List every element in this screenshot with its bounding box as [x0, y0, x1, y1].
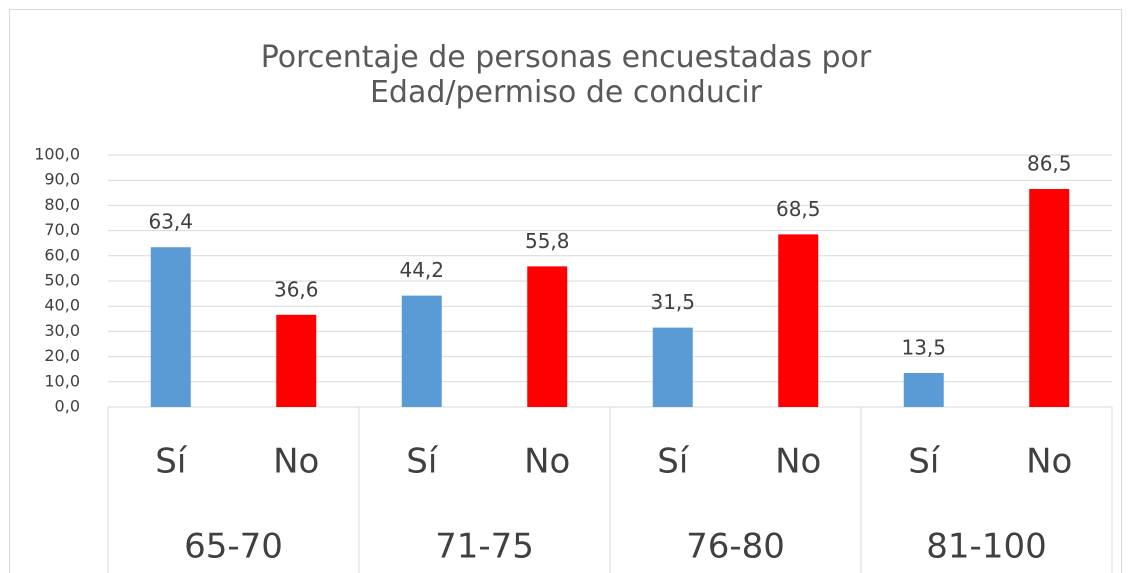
x-tick-label: No — [775, 442, 821, 482]
bar — [903, 372, 944, 407]
value-label: 55,8 — [525, 229, 570, 253]
bar — [150, 247, 191, 407]
value-label: 44,2 — [399, 258, 444, 282]
value-label: 68,5 — [776, 197, 821, 221]
x-tick-label: No — [273, 442, 319, 482]
y-tick-label: 60,0 — [44, 245, 80, 264]
x-tick-label: Sí — [155, 442, 188, 482]
y-tick-label: 20,0 — [44, 346, 80, 365]
bar — [401, 295, 442, 407]
value-label: 36,6 — [274, 277, 319, 301]
x-tick-label: No — [524, 442, 570, 482]
bar — [276, 314, 317, 407]
group-label: 71-75 — [435, 527, 534, 567]
value-label: 31,5 — [650, 290, 695, 314]
y-tick-label: 100,0 — [34, 145, 80, 164]
y-tick-label: 90,0 — [44, 170, 80, 189]
bar — [778, 234, 819, 407]
y-tick-label: 40,0 — [44, 296, 80, 315]
x-tick-label: Sí — [908, 442, 941, 482]
x-tick-label: Sí — [406, 442, 439, 482]
value-label: 63,4 — [148, 210, 193, 234]
y-tick-label: 0,0 — [55, 397, 80, 416]
y-tick-label: 70,0 — [44, 220, 80, 239]
group-label: 81-100 — [926, 527, 1046, 567]
value-label: 13,5 — [901, 335, 946, 359]
bar — [652, 327, 693, 407]
bar — [1029, 189, 1070, 407]
y-tick-label: 80,0 — [44, 195, 80, 214]
y-tick-label: 30,0 — [44, 321, 80, 340]
group-label: 65-70 — [184, 527, 283, 567]
chart-title: Porcentaje de personas encuestadas por E… — [260, 40, 872, 110]
x-tick-label: Sí — [657, 442, 690, 482]
bar — [527, 266, 568, 407]
group-label: 76-80 — [686, 527, 785, 567]
y-tick-label: 50,0 — [44, 271, 80, 290]
y-tick-label: 10,0 — [44, 371, 80, 390]
x-tick-label: No — [1026, 442, 1072, 482]
chart-border — [9, 9, 1122, 573]
value-label: 86,5 — [1027, 152, 1072, 176]
